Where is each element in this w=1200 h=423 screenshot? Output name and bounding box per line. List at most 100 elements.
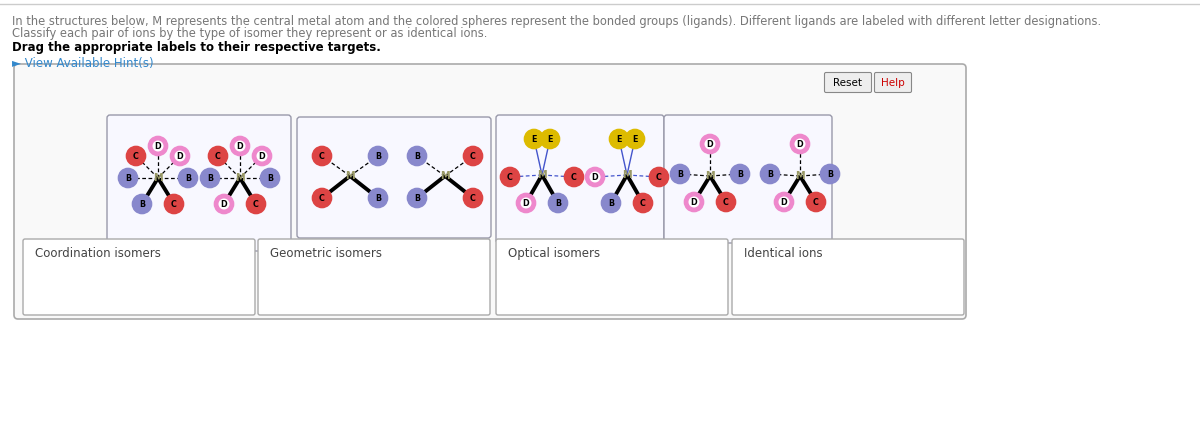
Circle shape <box>252 146 271 165</box>
Text: D: D <box>176 151 184 160</box>
Circle shape <box>500 168 520 187</box>
Circle shape <box>716 192 736 212</box>
Circle shape <box>701 135 720 154</box>
Text: M: M <box>538 170 547 180</box>
Circle shape <box>230 137 250 156</box>
Circle shape <box>689 197 700 208</box>
Circle shape <box>149 137 168 156</box>
Text: B: B <box>125 173 131 182</box>
Circle shape <box>257 151 268 162</box>
Text: B: B <box>767 170 773 179</box>
Text: M: M <box>796 171 805 181</box>
Circle shape <box>312 189 331 208</box>
Text: C: C <box>133 151 139 160</box>
FancyBboxPatch shape <box>824 72 871 93</box>
Circle shape <box>564 168 583 187</box>
Circle shape <box>794 138 805 149</box>
Text: C: C <box>571 173 577 181</box>
Text: E: E <box>617 135 622 143</box>
Text: E: E <box>532 135 536 143</box>
Circle shape <box>704 138 715 149</box>
Text: C: C <box>724 198 728 206</box>
Circle shape <box>174 151 186 162</box>
Circle shape <box>610 129 629 148</box>
Circle shape <box>132 195 151 214</box>
Text: In the structures below, M represents the central metal atom and the colored sph: In the structures below, M represents th… <box>12 15 1102 28</box>
Text: B: B <box>374 193 382 203</box>
Text: C: C <box>470 193 476 203</box>
Text: B: B <box>554 198 562 208</box>
Circle shape <box>779 197 790 208</box>
Text: C: C <box>814 198 818 206</box>
FancyBboxPatch shape <box>496 239 728 315</box>
Circle shape <box>164 195 184 214</box>
Text: D: D <box>691 198 697 206</box>
Circle shape <box>119 168 138 187</box>
Text: Geometric isomers: Geometric isomers <box>270 247 382 260</box>
Circle shape <box>548 193 568 212</box>
Text: M: M <box>154 173 163 183</box>
Text: B: B <box>414 151 420 160</box>
Text: Coordination isomers: Coordination isomers <box>35 247 161 260</box>
Text: D: D <box>592 173 599 181</box>
Circle shape <box>791 135 810 154</box>
Text: B: B <box>677 170 683 179</box>
Text: Classify each pair of ions by the type of isomer they represent or as identical : Classify each pair of ions by the type o… <box>12 27 487 40</box>
Text: E: E <box>547 135 553 143</box>
Text: D: D <box>781 198 787 206</box>
Circle shape <box>126 146 145 165</box>
Text: B: B <box>185 173 191 182</box>
Circle shape <box>152 140 163 151</box>
Circle shape <box>408 189 426 208</box>
Circle shape <box>524 129 544 148</box>
Text: B: B <box>374 151 382 160</box>
Circle shape <box>408 146 426 165</box>
Text: D: D <box>221 200 227 209</box>
Circle shape <box>368 189 388 208</box>
FancyBboxPatch shape <box>875 72 912 93</box>
Text: D: D <box>259 151 265 160</box>
FancyBboxPatch shape <box>258 239 490 315</box>
Text: D: D <box>523 198 529 208</box>
Circle shape <box>368 146 388 165</box>
Circle shape <box>246 195 265 214</box>
Circle shape <box>463 189 482 208</box>
Text: C: C <box>253 200 259 209</box>
Circle shape <box>179 168 198 187</box>
Circle shape <box>601 193 620 212</box>
Circle shape <box>215 195 234 214</box>
Circle shape <box>586 168 605 187</box>
Text: D: D <box>155 142 161 151</box>
Circle shape <box>684 192 703 212</box>
Circle shape <box>170 146 190 165</box>
Text: M: M <box>346 171 355 181</box>
Circle shape <box>463 146 482 165</box>
Circle shape <box>516 193 535 212</box>
Text: E: E <box>632 135 637 143</box>
FancyBboxPatch shape <box>496 115 664 243</box>
Circle shape <box>521 198 532 209</box>
Circle shape <box>218 198 229 209</box>
Circle shape <box>200 168 220 187</box>
Circle shape <box>806 192 826 212</box>
Text: Identical ions: Identical ions <box>744 247 823 260</box>
Text: C: C <box>640 198 646 208</box>
Circle shape <box>625 129 644 148</box>
Circle shape <box>821 165 840 184</box>
Text: C: C <box>319 193 325 203</box>
Circle shape <box>260 168 280 187</box>
Text: Optical isomers: Optical isomers <box>508 247 600 260</box>
Text: C: C <box>215 151 221 160</box>
Text: ► View Available Hint(s): ► View Available Hint(s) <box>12 57 154 70</box>
Text: B: B <box>737 170 743 179</box>
Circle shape <box>234 140 246 151</box>
Text: B: B <box>827 170 833 179</box>
Text: C: C <box>319 151 325 160</box>
Circle shape <box>774 192 793 212</box>
Circle shape <box>312 146 331 165</box>
Circle shape <box>671 165 690 184</box>
FancyBboxPatch shape <box>298 117 491 238</box>
Circle shape <box>634 193 653 212</box>
Text: B: B <box>414 193 420 203</box>
Circle shape <box>540 129 559 148</box>
